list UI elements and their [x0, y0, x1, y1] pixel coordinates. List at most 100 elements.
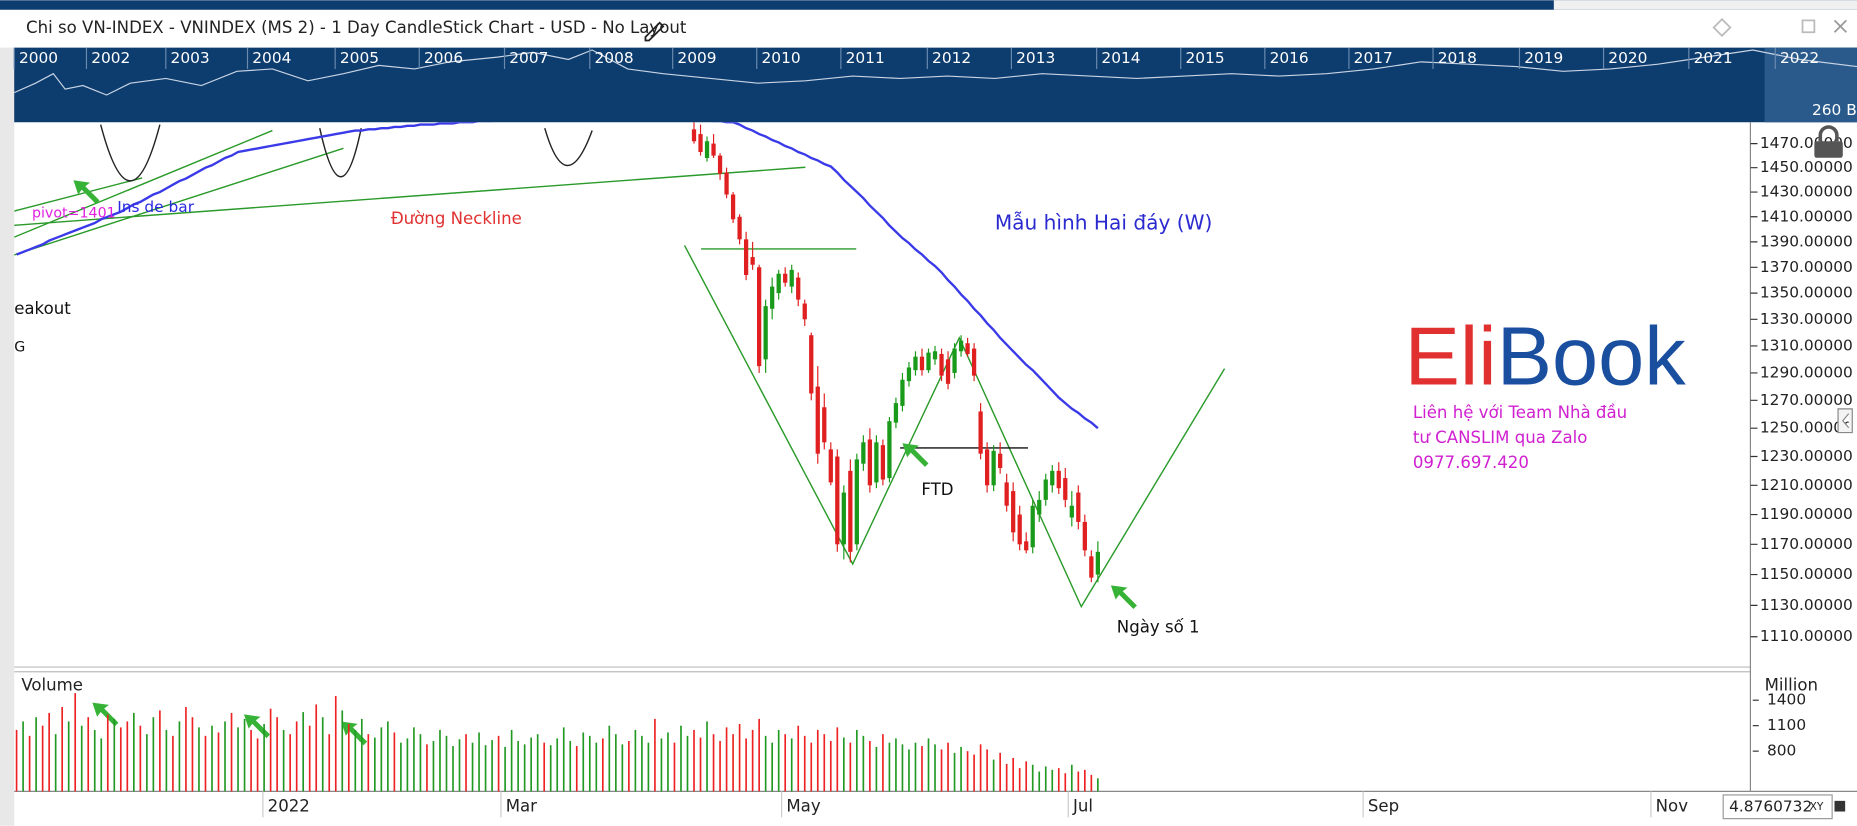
candle-body: [802, 303, 807, 320]
volume-bar: [745, 738, 747, 792]
logo-part: Book: [1497, 310, 1686, 403]
candle-body: [730, 194, 736, 220]
volume-bar: [960, 746, 962, 792]
candle-body: [822, 407, 827, 443]
volume-bar: [588, 735, 591, 792]
year-label: 2002: [91, 49, 130, 67]
lock-small[interactable]: [1834, 800, 1846, 812]
logo-part: Eli: [1405, 310, 1497, 403]
candle-body: [815, 386, 820, 454]
volume-bar: [693, 729, 695, 792]
volume-bar: [484, 745, 487, 792]
volume-bar: [295, 721, 298, 792]
volume-bar: [1064, 773, 1067, 792]
y-tick-label: 1390.00000: [1760, 232, 1853, 250]
year-label: 2013: [1016, 49, 1055, 67]
annotation: G: [14, 339, 25, 355]
volume-bar: [934, 744, 936, 792]
overview-window[interactable]: [1764, 47, 1857, 123]
candle-body: [887, 421, 892, 479]
cursor-mode[interactable]: XY: [1810, 800, 1824, 813]
volume-bar: [777, 729, 780, 792]
volume-bar: [1005, 763, 1008, 792]
annotation: Ngày số 1: [1117, 617, 1200, 636]
volume-bar: [732, 734, 734, 792]
candle-body: [796, 277, 801, 300]
year-label: 2009: [677, 49, 716, 67]
year-label: 2015: [1185, 49, 1224, 67]
volume-bar: [543, 742, 546, 792]
candle-body: [919, 356, 925, 371]
volume-bar: [1038, 771, 1041, 792]
y-tick-label: 1190.00000: [1760, 505, 1853, 523]
volume-bar: [230, 712, 233, 792]
edit-icon[interactable]: [644, 21, 665, 42]
volume-bar: [986, 749, 988, 792]
y-tick-label: 1230.00000: [1760, 447, 1853, 465]
volume-bar: [816, 729, 819, 792]
candle-body: [737, 216, 742, 240]
volume-bar: [803, 735, 806, 792]
volume-bar: [856, 729, 858, 792]
year-label: 2007: [509, 49, 548, 67]
candle-body: [906, 367, 912, 382]
candle-body: [1043, 479, 1048, 500]
candle-body: [893, 403, 899, 423]
volume-bar: [1077, 771, 1080, 792]
candle-body: [939, 353, 944, 376]
candle-body: [880, 445, 886, 480]
volume-bar: [152, 717, 155, 792]
volume-bar: [758, 718, 760, 792]
volume-bar: [15, 729, 18, 792]
volume-bar: [354, 729, 357, 792]
volume-bar: [426, 744, 428, 792]
candle-body: [691, 129, 697, 142]
volume-bar: [921, 746, 923, 792]
volume-bar: [106, 714, 109, 792]
candle-body: [835, 456, 840, 545]
icon[interactable]: [1712, 17, 1732, 38]
volume-bar: [667, 732, 669, 792]
candle-body: [1082, 521, 1087, 551]
volume-bar: [471, 742, 474, 792]
volume-bar: [224, 721, 226, 792]
volume-bar: [523, 744, 526, 792]
candle-body: [978, 411, 983, 454]
y-tick-label: 1110.00000: [1760, 627, 1853, 645]
volume-bar: [562, 727, 565, 792]
y-tick-label: 1430.00000: [1760, 183, 1853, 201]
year-label: 2022: [1780, 49, 1819, 67]
volume-bar: [601, 738, 604, 792]
candle-body: [1004, 482, 1009, 506]
close-icon[interactable]: [1833, 19, 1847, 33]
year-label: 2021: [1694, 49, 1733, 67]
arrows: [73, 180, 1137, 610]
icon[interactable]: [1801, 19, 1816, 34]
volume-bar: [947, 742, 949, 792]
annotation: pivot=1401: [32, 205, 116, 221]
candle-body: [867, 439, 873, 486]
y-tick-label: 1170.00000: [1760, 535, 1853, 553]
x-axis: 2022 Mar May Jul Sep Nov: [262, 791, 1688, 818]
side-tab[interactable]: [1837, 408, 1853, 434]
volume-bar: [738, 723, 741, 792]
candle-body: [984, 449, 990, 486]
candle-body: [1011, 491, 1016, 533]
candle-body: [945, 359, 951, 384]
candle-body: [958, 340, 964, 352]
overview-strip[interactable]: [14, 47, 1857, 123]
arrow: [341, 721, 368, 746]
moving-average: [16, 122, 1099, 430]
volume-bar: [308, 725, 311, 792]
cursor-box[interactable]: [1722, 794, 1833, 820]
pattern-lines: [14, 124, 1226, 609]
volume-bar: [328, 734, 331, 792]
candle-body: [861, 442, 866, 464]
pane-title: Volume: [21, 675, 83, 694]
volume-bar: [80, 725, 83, 792]
volume-bar: [400, 742, 402, 792]
lock-icon[interactable]: [1814, 125, 1843, 158]
volume-bar: [869, 740, 871, 792]
volume-bar: [1090, 774, 1093, 792]
